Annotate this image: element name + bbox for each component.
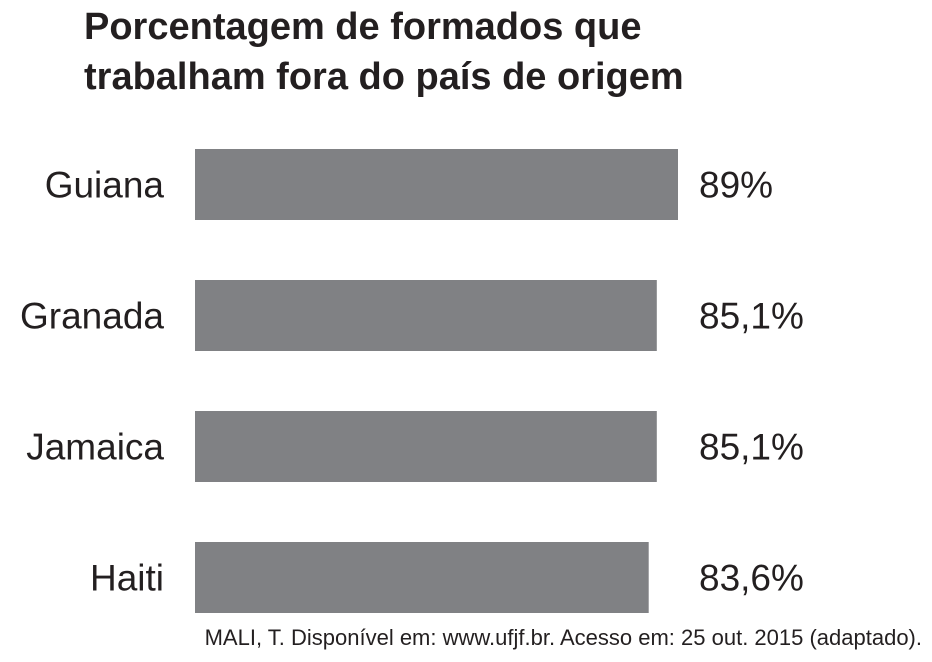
bar-jamaica — [195, 411, 657, 482]
bar-row-guiana: Guiana 89% — [45, 149, 773, 220]
category-label-haiti: Haiti — [90, 558, 164, 599]
source-citation: MALI, T. Disponível em: www.ufjf.br. Ace… — [204, 625, 922, 650]
chart-title-line-2: trabalham fora do país de origem — [84, 56, 684, 98]
category-label-jamaica: Jamaica — [26, 427, 164, 468]
bar-row-jamaica: Jamaica 85,1% — [26, 411, 804, 482]
chart-title: Porcentagem de formados que trabalham fo… — [84, 2, 884, 102]
value-label-haiti: 83,6% — [699, 558, 804, 599]
bar-row-haiti: Haiti 83,6% — [90, 542, 804, 613]
bar-haiti — [195, 542, 649, 613]
value-label-guiana: 89% — [699, 165, 773, 206]
value-label-jamaica: 85,1% — [699, 427, 804, 468]
category-label-granada: Granada — [20, 296, 164, 337]
bar-row-granada: Granada 85,1% — [20, 280, 804, 351]
chart-title-line-1: Porcentagem de formados que — [84, 6, 642, 48]
bar-granada — [195, 280, 657, 351]
bar-guiana — [195, 149, 678, 220]
category-label-guiana: Guiana — [45, 165, 165, 206]
value-label-granada: 85,1% — [699, 296, 804, 337]
